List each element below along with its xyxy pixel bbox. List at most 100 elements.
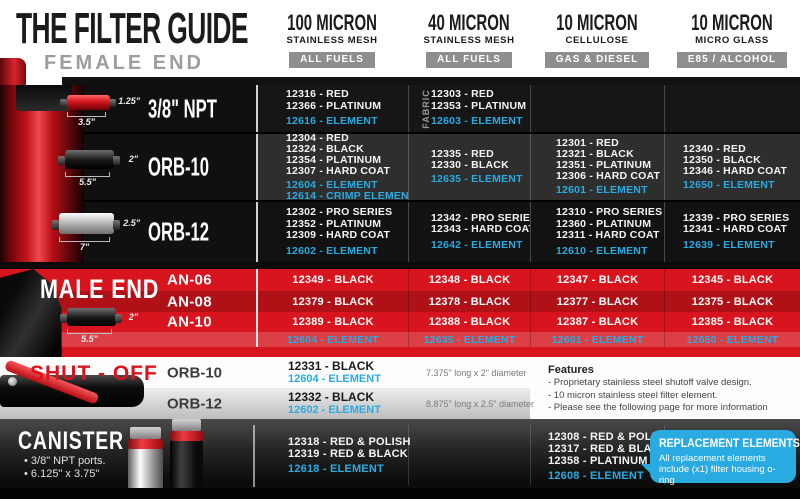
parts-cell: 12342 - PRO SERIES 12343 - HARD COAT 1264…	[408, 202, 530, 262]
parts-cell: 12340 - RED 12350 - BLACK 12346 - HARD COA…	[664, 134, 800, 200]
filter-fitting	[113, 156, 120, 165]
dim-height-label: 1.25"	[118, 96, 140, 106]
shutoff-row-orb10: ORB-10 12331 - BLACK 12604 - ELEMENT 7.3…	[0, 357, 800, 388]
filter-photo-black: 2" 5.5"	[58, 302, 146, 350]
filter-fitting	[109, 99, 116, 107]
filter-fitting	[52, 220, 59, 230]
an-size-label: AN-06	[167, 271, 212, 289]
part-cell: 12375 - BLACK	[664, 291, 800, 312]
text-line: 12321 - BLACK	[556, 148, 634, 160]
text-line: 12310 - PRO SERIES	[556, 206, 663, 218]
element-cell: 12604 - ELEMENT	[256, 332, 408, 347]
elements-list: 12601 - ELEMENT	[556, 185, 664, 196]
parts-cell: 12302 - PRO SERIES 12352 - PLATINUM 12309 …	[256, 202, 408, 262]
row-label-cell: AN-08	[0, 291, 256, 312]
replacement-elements-box: REPLACEMENT ELEMENTS All replacement ele…	[641, 430, 800, 486]
text-line: 12603 - ELEMENT	[431, 115, 523, 128]
parts-cell: 12308 - RED & POLISH 12317 - RED & BLACK 1…	[548, 431, 671, 482]
media-label: STAINLESS MESH	[286, 35, 378, 46]
shutoff-row-orb12: ORB-12 12332 - BLACK 12602 - ELEMENT 8.8…	[0, 388, 800, 419]
shutoff-row-label: ORB-12	[167, 395, 223, 412]
text-line: 12341 - HARD COAT	[683, 223, 788, 236]
filter-photo-black: 2" 5.5"	[56, 144, 144, 192]
male-end-section: AN-06 12349 - BLACK 12348 - BLACK 12347 …	[0, 262, 800, 357]
text-line: 12304 - RED	[286, 134, 349, 144]
an-size-label: AN-08	[167, 293, 212, 310]
text-line: 12343 - HARD COAT	[431, 223, 530, 236]
element-cell: 12601 - ELEMENT	[530, 332, 664, 347]
filter-body	[65, 150, 114, 169]
part-number: 12332 - BLACK	[288, 390, 375, 404]
canister-section: CANISTER • 3/8" NPT ports. • 6.125" x 3.7…	[0, 419, 800, 499]
micron-label: 100 MICRON	[287, 10, 377, 35]
part-cell: 12388 - BLACK	[408, 312, 530, 332]
text-line: 12616 - ELEMENT	[286, 115, 378, 128]
media-label: CELLULOSE	[565, 35, 629, 46]
row-label-cell: ORB-10	[0, 357, 256, 388]
text-line: 12317 - RED & BLACK	[548, 443, 668, 455]
canister-title: CANISTER	[18, 427, 124, 455]
text-line: 12601 - ELEMENT	[556, 184, 648, 196]
replacement-elements-body: All replacement elements include (x1) fi…	[659, 453, 776, 486]
dim-height-label: 2"	[128, 154, 138, 164]
dim-height-label: 2.5"	[123, 218, 140, 228]
text-line: 12635 - ELEMENT	[431, 173, 523, 185]
part-cell: 12379 - BLACK	[256, 291, 408, 312]
elements-list: 12604 - ELEMENT 12614 - CRIMP ELEMENT	[286, 179, 408, 200]
features-block: Features - Proprietary stainless steel s…	[548, 364, 768, 415]
micron-label: 10 MICRON	[691, 10, 773, 35]
filter-body	[67, 95, 110, 110]
text-line: 12318 - RED & POLISH	[288, 436, 411, 448]
column-header-10-micron-microglass: 10 MICRON MICRO GLASS E85 / ALCOHOL	[664, 0, 800, 68]
part-number: 12331 - BLACK	[288, 359, 375, 373]
part-cell: 12348 - BLACK	[408, 269, 530, 291]
micron-label: 10 MICRON	[556, 10, 638, 35]
text-line: 12311 - HARD COAT	[556, 229, 660, 241]
shutoff-valve-pivot	[8, 377, 17, 386]
text-line: 12351 - PLATINUM	[556, 159, 652, 171]
dim-line	[67, 112, 106, 117]
parts-list: 12304 - RED 12324 - BLACK 12354 - PLATINUM…	[286, 134, 408, 177]
part-cell: 12387 - BLACK	[530, 312, 664, 332]
dim-width-label: 3.5"	[78, 117, 95, 127]
filter-photo-red: 1.25" 3.5"	[58, 89, 140, 129]
text-line: 12301 - RED	[556, 137, 619, 149]
text-line: 12302 - PRO SERIES	[286, 206, 393, 218]
parts-cell: 12335 - RED 12330 - BLACK 12635 - ELEMENT	[408, 134, 530, 200]
column-headers: 100 MICRON STAINLESS MESH ALL FUELS 40 M…	[0, 0, 800, 68]
parts-cell: 12304 - RED 12324 - BLACK 12354 - PLATINUM…	[256, 134, 408, 200]
fabric-watermark: FABRIC	[420, 88, 431, 129]
speech-bubble-tail	[641, 464, 657, 480]
text-line: 12346 - HARD COAT	[683, 164, 788, 177]
column-header-10-micron-cellulose: 10 MICRON CELLULOSE GAS & DIESEL	[530, 0, 664, 68]
elements-list: 12602 - ELEMENT	[286, 245, 408, 258]
part-cell: 12389 - BLACK	[256, 312, 408, 332]
filter-fitting	[60, 99, 67, 107]
text-line: 12316 - RED	[286, 88, 349, 101]
parts-list: 12342 - PRO SERIES 12343 - HARD COAT	[431, 212, 530, 236]
female-end-section: 1.25" 3.5" 3/8" NPT 12316 - RED 12366 - P…	[0, 85, 800, 262]
header: THE FILTER GUIDE FEMALE END 100 MICRON S…	[0, 0, 800, 85]
row-label: ORB-10	[148, 151, 210, 182]
table-top-bar	[62, 77, 800, 85]
dim-height-label: 2"	[128, 312, 138, 322]
text-line: 12306 - HARD COAT	[556, 170, 661, 182]
part-cell: 12345 - BLACK	[664, 269, 800, 291]
parts-cell: 12331 - BLACK 12604 - ELEMENT	[256, 357, 408, 388]
male-row-elements: 12604 - ELEMENT 12635 - ELEMENT 12601 - …	[0, 332, 800, 347]
features-title: Features	[548, 364, 594, 376]
shutoff-row-label: ORB-10	[167, 364, 223, 381]
text-line: 12358 - PLATINUM	[548, 455, 648, 467]
text-line: 12350 - BLACK	[683, 153, 761, 166]
canister-red-cap	[128, 439, 163, 449]
column-divider	[530, 425, 531, 485]
dimensions-text: 7.375" long x 2" diameter	[426, 367, 527, 378]
text-line: 12340 - RED	[683, 142, 746, 155]
fuel-badge: GAS & DIESEL	[544, 52, 650, 68]
text-line: - Please see the following page for more…	[548, 402, 768, 413]
elements-list: 12639 - ELEMENT	[683, 239, 800, 252]
parts-list: 12335 - RED 12330 - BLACK	[431, 149, 530, 171]
male-end-title: MALE END	[40, 274, 160, 304]
parts-cell: 12318 - RED & POLISH 12319 - RED & BLACK …	[288, 436, 411, 475]
male-row-an10: AN-10 12389 - BLACK 12388 - BLACK 12387 …	[0, 312, 800, 332]
